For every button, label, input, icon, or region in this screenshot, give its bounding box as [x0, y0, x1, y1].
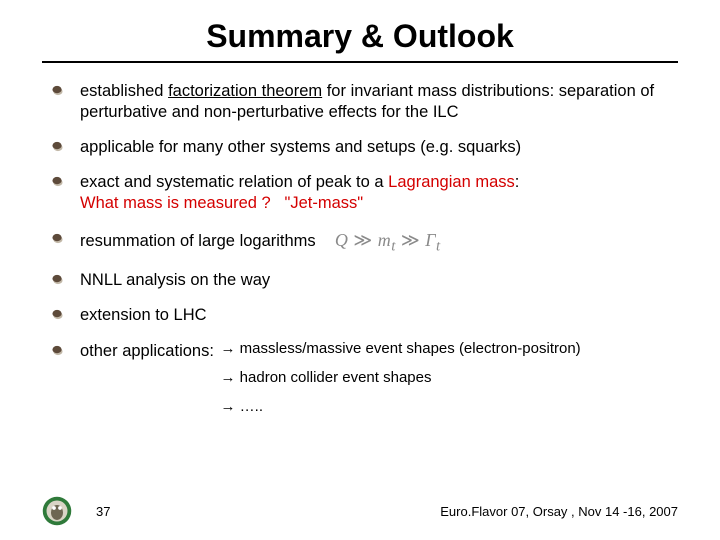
bullet-text: other applications:	[80, 342, 214, 360]
sub-list: → massless/massive event shapes (electro…	[221, 341, 581, 427]
sub-item: → massless/massive event shapes (electro…	[221, 339, 581, 358]
page-number: 37	[96, 504, 110, 519]
venue-text: Euro.Flavor 07, Orsay , Nov 14 -16, 2007	[440, 504, 678, 519]
bullet-icon	[52, 274, 63, 285]
sub-item: → …..	[221, 397, 581, 416]
title-rule	[42, 61, 678, 63]
bullet-text: resummation of large logarithms Q ≫ mt ≫…	[80, 232, 441, 250]
bullet-text: NNLL analysis on the way	[80, 271, 270, 289]
bullet-text: extension to LHC	[80, 306, 207, 324]
bullet-icon	[52, 141, 63, 152]
institution-logo-icon	[42, 496, 72, 526]
footer: 37 Euro.Flavor 07, Orsay , Nov 14 -16, 2…	[0, 496, 720, 526]
sub-item: → hadron collider event shapes	[221, 368, 581, 387]
bullet-text: applicable for many other systems and se…	[80, 138, 521, 156]
bullet-item: resummation of large logarithms Q ≫ mt ≫…	[52, 229, 678, 257]
bullet-item: exact and systematic relation of peak to…	[52, 172, 678, 214]
bullet-item: applicable for many other systems and se…	[52, 137, 678, 158]
bullet-list: established factorization theorem for in…	[42, 81, 678, 426]
bullet-item: established factorization theorem for in…	[52, 81, 678, 123]
bullet-icon	[52, 176, 63, 187]
bullet-icon	[52, 85, 63, 96]
bullet-icon	[52, 233, 63, 244]
bullet-item: extension to LHC	[52, 305, 678, 326]
bullet-text: exact and systematic relation of peak to…	[80, 173, 519, 212]
bullet-text: established factorization theorem for in…	[80, 82, 654, 121]
bullet-item: other applications: → massless/massive e…	[52, 341, 678, 427]
slide-title: Summary & Outlook	[42, 18, 678, 55]
bullet-item: NNLL analysis on the way	[52, 270, 678, 291]
bullet-icon	[52, 345, 63, 356]
bullet-icon	[52, 309, 63, 320]
